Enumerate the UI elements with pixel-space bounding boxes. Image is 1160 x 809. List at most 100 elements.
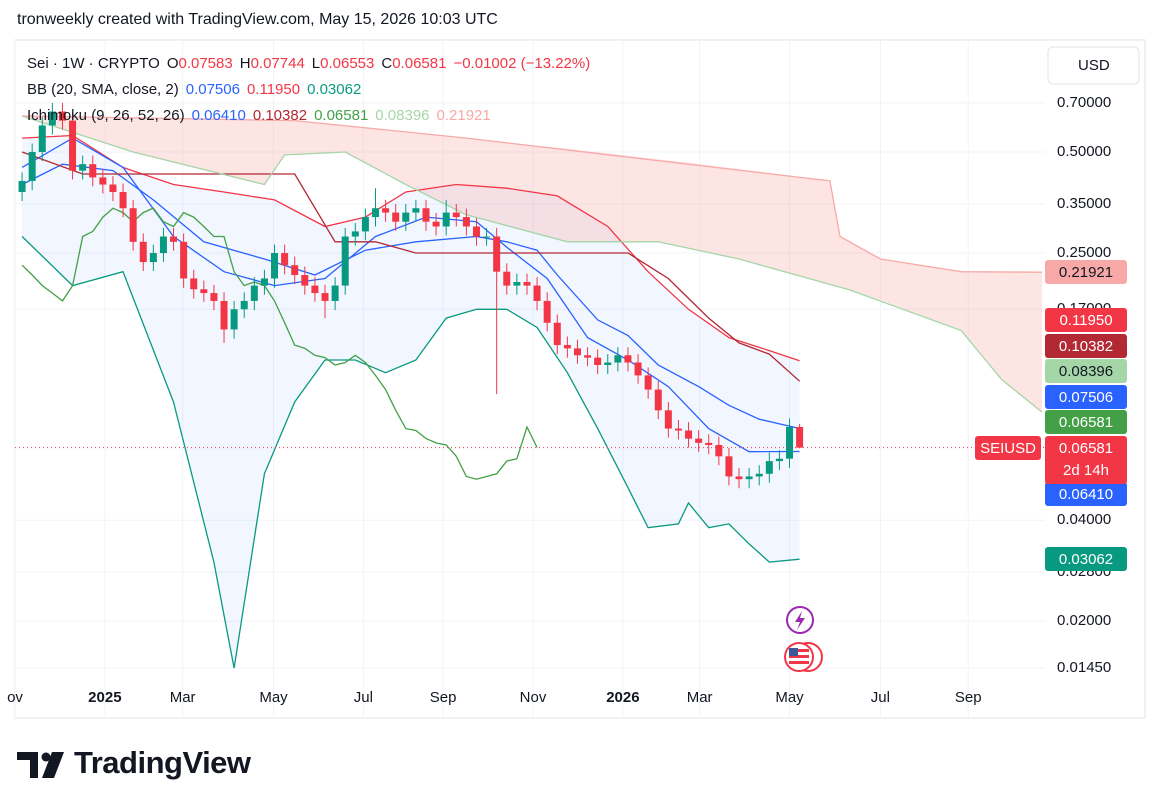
candle-body — [563, 345, 571, 349]
candle-body — [442, 212, 450, 227]
price-tag-label: 0.08396 — [1059, 363, 1113, 380]
x-tick-label: Jul — [354, 689, 373, 706]
candle-body — [745, 476, 753, 480]
candle-body — [321, 293, 329, 301]
candle-body — [503, 271, 511, 286]
ohlc-key: O — [166, 55, 179, 72]
brand-name: TradingView — [74, 745, 251, 780]
last-price-tag — [1045, 436, 1127, 484]
price-tag-label: 0.06410 — [1059, 486, 1113, 503]
price-tag — [1045, 482, 1127, 506]
x-tick-label: Mar — [170, 689, 196, 706]
x-tick-label: May — [775, 689, 804, 706]
currency-label[interactable]: USD — [1078, 57, 1110, 74]
candle-body — [462, 217, 470, 227]
candle-body — [89, 164, 97, 178]
symbol-legend: Sei · 1W · CRYPTO O0.07583 H0.07744 L0.0655… — [27, 54, 590, 74]
candle-body — [513, 281, 521, 286]
cloud-fill — [264, 120, 285, 185]
candle-body — [472, 226, 480, 237]
cloud-fill — [880, 259, 962, 331]
currency-box[interactable] — [1047, 46, 1140, 85]
candle-body — [48, 111, 56, 126]
candle-body — [523, 281, 531, 286]
candle-body — [361, 217, 369, 232]
candle-body — [109, 184, 117, 193]
price-tags: 0.21921 0.11950 0.10382 0.08396 0.07506 0.065… — [975, 260, 1127, 571]
cloud-fill — [294, 120, 346, 155]
candle-body — [392, 212, 400, 222]
cloud-fill — [405, 131, 467, 215]
candle-body — [79, 164, 87, 171]
candle-body — [331, 285, 339, 301]
candle-body — [685, 430, 693, 439]
last-price-label: 0.06581 — [1059, 440, 1113, 457]
candle-body — [28, 151, 36, 181]
indicator-line — [22, 115, 1043, 273]
indicator-value: 0.21921 — [436, 107, 491, 124]
candle-body — [594, 357, 602, 365]
candle-body — [644, 375, 652, 390]
ohlc-value: 0.06553 — [320, 55, 375, 72]
candle-body — [99, 177, 107, 185]
candle-body — [674, 428, 682, 431]
indicator-fills — [22, 116, 1042, 669]
candle-body — [725, 456, 733, 477]
indicator-value: 0.08396 — [375, 107, 430, 124]
symbol-title: Sei · 1W · CRYPTO — [27, 55, 160, 72]
ohlc-key: L — [311, 55, 321, 72]
candle-body — [493, 236, 501, 272]
candle-body — [159, 236, 167, 254]
bb-legend: BB (20, SMA, close, 2) 0.07506 0.11950 0.03… — [27, 80, 361, 100]
price-tag-label: 0.06581 — [1059, 414, 1113, 431]
indicator-line — [21, 236, 800, 669]
candle-body — [543, 300, 551, 323]
ohlc-field: H0.07744 — [240, 54, 305, 74]
candle-body — [210, 293, 218, 301]
y-tick-label: 0.04000 — [1057, 511, 1111, 528]
candle-body — [139, 241, 147, 263]
candle-body — [119, 192, 127, 209]
candle-body — [402, 212, 410, 222]
candle-body — [281, 253, 289, 266]
candle-body — [250, 285, 258, 301]
candle-body — [412, 208, 420, 213]
brand-logo — [17, 752, 64, 778]
candle-body — [735, 476, 743, 480]
price-tag-label: 0.10382 — [1059, 338, 1113, 355]
candle-body — [573, 348, 581, 356]
currency-button[interactable]: USD — [1047, 46, 1140, 85]
candle-body — [149, 253, 157, 263]
candle-body — [240, 300, 248, 310]
x-tick-label: Sep — [955, 689, 982, 706]
x-tick-label: Nov — [520, 689, 547, 706]
y-tick-label: 0.70000 — [1057, 94, 1111, 111]
indicator-line — [21, 137, 800, 453]
candle-body — [664, 410, 672, 429]
price-tag — [1045, 547, 1127, 571]
indicator-name: BB (20, SMA, close, 2) — [27, 81, 179, 98]
ohlc-key: C — [381, 55, 393, 72]
x-tick-label: 2026 — [606, 689, 639, 706]
candle-body — [311, 285, 319, 294]
price-tag-label: 0.03062 — [1059, 551, 1113, 568]
candle-body — [715, 445, 723, 457]
candle-body — [38, 125, 46, 152]
y-tick-label: 0.01450 — [1057, 659, 1111, 676]
candle-body — [584, 355, 592, 358]
candle-body — [271, 253, 279, 279]
candle-body — [200, 289, 208, 294]
indicator-value: 0.06410 — [191, 107, 246, 124]
candle-body — [695, 438, 703, 443]
candle-body — [614, 355, 622, 363]
ohlc-value: 0.06581 — [392, 55, 447, 72]
indicator-name: Ichimoku (9, 26, 52, 26) — [27, 107, 185, 124]
attribution: tronweekly created with TradingView.com,… — [17, 11, 498, 28]
candle-body — [58, 111, 66, 121]
indicator-value: 0.10382 — [252, 107, 308, 124]
candle-body — [190, 278, 198, 290]
cloud-fill — [1001, 271, 1042, 413]
cloud-fill — [829, 180, 841, 287]
cloud-fill — [961, 271, 1002, 380]
